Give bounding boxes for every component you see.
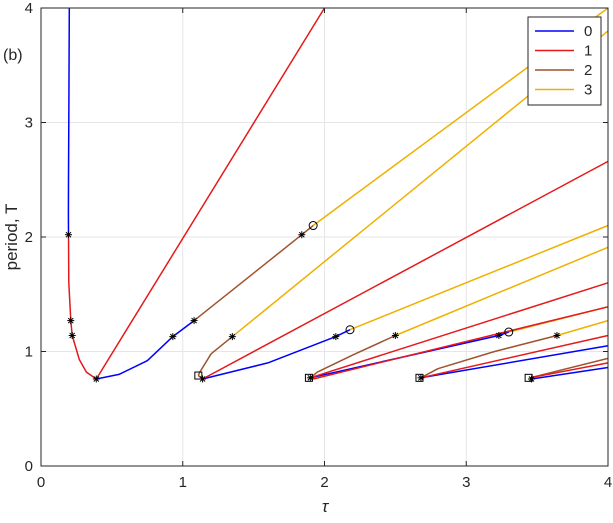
asterisk-marker xyxy=(92,375,100,383)
asterisk-marker xyxy=(527,375,535,383)
series-line-3 xyxy=(556,319,609,337)
y-tick-label: 4 xyxy=(25,0,33,17)
y-tick-label: 1 xyxy=(25,344,33,361)
asterisk-marker xyxy=(67,317,75,325)
series-line-1 xyxy=(313,306,609,380)
panel-label: (b) xyxy=(3,47,23,64)
asterisk-marker xyxy=(391,331,399,339)
ticks xyxy=(40,7,609,467)
legend-label: 3 xyxy=(584,82,592,99)
asterisk-marker xyxy=(332,333,340,341)
series-line-3 xyxy=(349,224,609,331)
series-line-3 xyxy=(395,246,609,337)
series-line-0 xyxy=(498,331,510,337)
series-line-1 xyxy=(420,334,609,379)
y-tick-label: 3 xyxy=(25,115,33,132)
series-line-0 xyxy=(420,345,609,379)
legend-label: 2 xyxy=(584,62,592,79)
x-axis-label: τ xyxy=(322,497,330,516)
asterisk-marker xyxy=(228,333,236,341)
asterisk-marker xyxy=(190,317,198,325)
circle-marker xyxy=(345,325,355,335)
series-line-0 xyxy=(67,7,71,235)
square-marker xyxy=(524,373,533,382)
asterisk-marker xyxy=(495,331,503,339)
x-tick-label: 4 xyxy=(604,474,612,491)
asterisk-marker xyxy=(553,331,561,339)
y-axis-label: period, T xyxy=(2,204,21,271)
x-tick-label: 1 xyxy=(179,474,187,491)
asterisk-marker xyxy=(68,331,76,339)
legend-label: 0 xyxy=(584,23,592,40)
markers-layer xyxy=(64,221,561,383)
series-layer xyxy=(67,7,609,380)
series-line-0 xyxy=(96,336,174,380)
series-line-2 xyxy=(309,334,396,379)
y-tick-label: 0 xyxy=(25,458,33,475)
series-line-1 xyxy=(529,362,609,379)
series-line-0 xyxy=(531,366,609,380)
legend: 0 1 2 3 xyxy=(527,16,602,106)
series-line-2 xyxy=(193,234,303,322)
circle-marker xyxy=(308,221,318,231)
x-tick-label: 0 xyxy=(37,474,45,491)
y-tick-label: 2 xyxy=(25,229,33,246)
x-tick-label: 3 xyxy=(462,474,470,491)
circle-marker xyxy=(504,327,514,337)
series-line-0 xyxy=(172,320,195,338)
series-line-2 xyxy=(197,336,233,376)
asterisk-marker xyxy=(64,231,72,239)
series-line-1 xyxy=(95,7,326,380)
series-line-0 xyxy=(202,335,337,380)
asterisk-marker xyxy=(169,333,177,341)
series-line-2 xyxy=(420,334,558,379)
x-tick-label: 2 xyxy=(320,474,328,491)
tick-labels: 0 1 2 3 4 0 1 2 3 4 xyxy=(25,0,613,491)
series-line-1 xyxy=(310,282,609,379)
series-line-0 xyxy=(335,329,351,338)
square-marker xyxy=(194,371,203,380)
square-marker xyxy=(415,373,424,382)
series-line-1 xyxy=(202,160,609,380)
asterisk-marker xyxy=(298,231,306,239)
legend-label: 1 xyxy=(584,43,592,60)
square-marker xyxy=(304,373,313,382)
